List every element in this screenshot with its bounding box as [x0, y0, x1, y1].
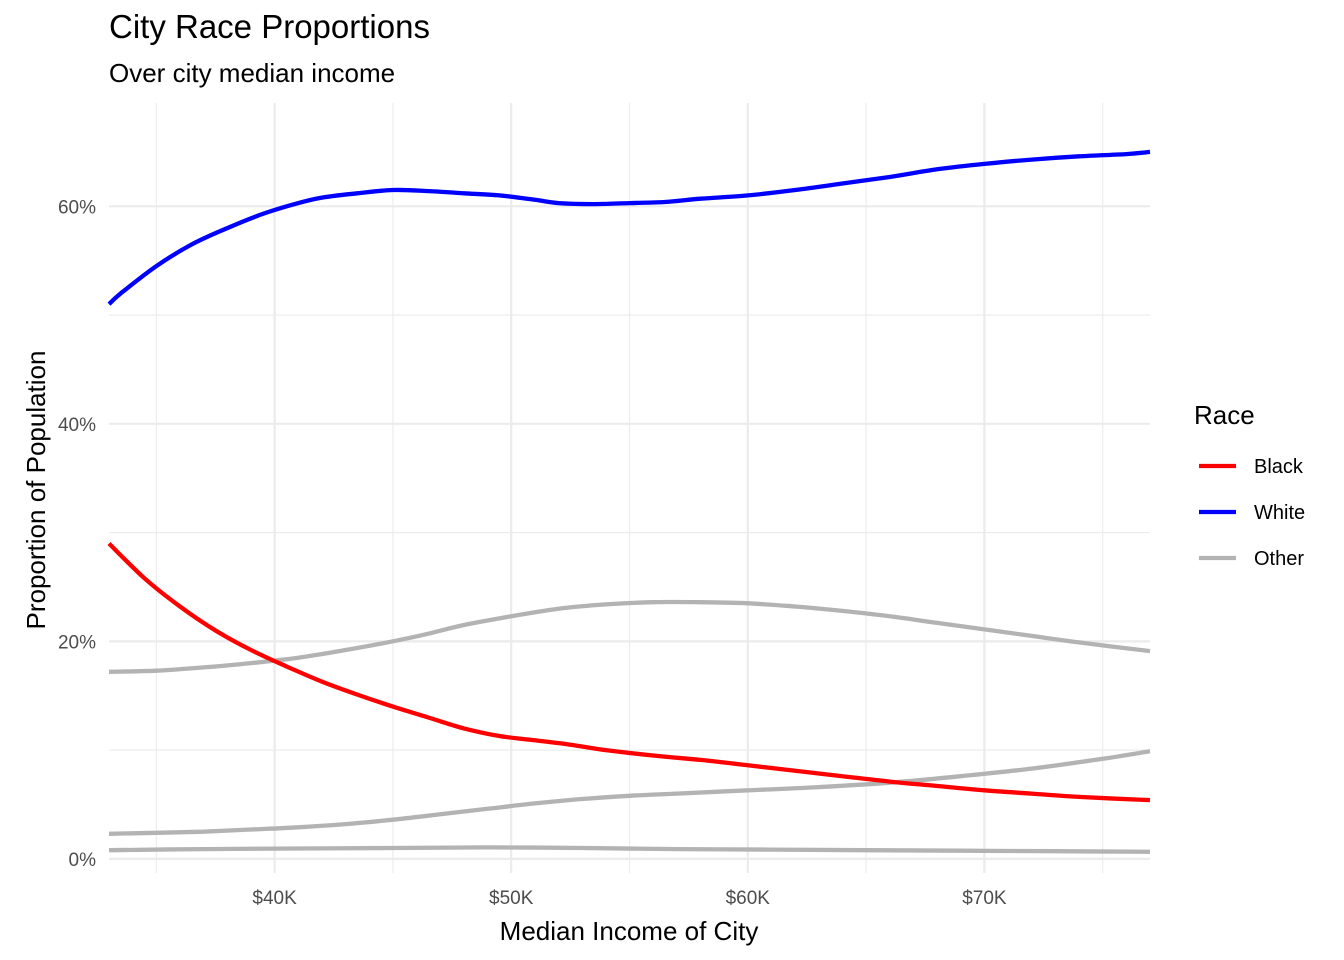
x-tick-label: $40K — [252, 888, 297, 909]
x-axis-ticks: $40K $50K $60K $70K — [252, 888, 1006, 909]
legend-label-white: White — [1254, 502, 1305, 524]
y-tick-label: 40% — [58, 415, 96, 436]
series-line-5 — [108, 845, 1151, 854]
series-line-3 — [108, 599, 1151, 674]
y-tick-label: 0% — [69, 850, 97, 871]
legend: Race Black White Other — [1194, 400, 1305, 570]
y-axis-title: Proportion of Population — [21, 351, 51, 630]
x-tick-label: $70K — [962, 888, 1007, 909]
series-line-black — [107, 541, 1151, 803]
chart-subtitle: Over city median income — [109, 58, 396, 88]
legend-label-black: Black — [1254, 456, 1304, 478]
chart-title: City Race Proportions — [109, 8, 430, 45]
series-line-4 — [108, 749, 1151, 836]
y-tick-label: 60% — [58, 197, 96, 218]
x-tick-label: $50K — [489, 888, 534, 909]
series-layer — [107, 149, 1151, 854]
legend-items: Black White Other — [1199, 456, 1305, 570]
y-tick-label: 20% — [58, 632, 96, 653]
legend-label-other: Other — [1254, 548, 1304, 570]
legend-title: Race — [1194, 400, 1255, 430]
series-line-white — [107, 149, 1151, 306]
x-tick-label: $60K — [726, 888, 771, 909]
x-axis-title: Median Income of City — [500, 916, 759, 946]
y-axis-ticks: 0% 20% 40% 60% — [58, 197, 96, 871]
grid-minor — [109, 103, 1150, 873]
